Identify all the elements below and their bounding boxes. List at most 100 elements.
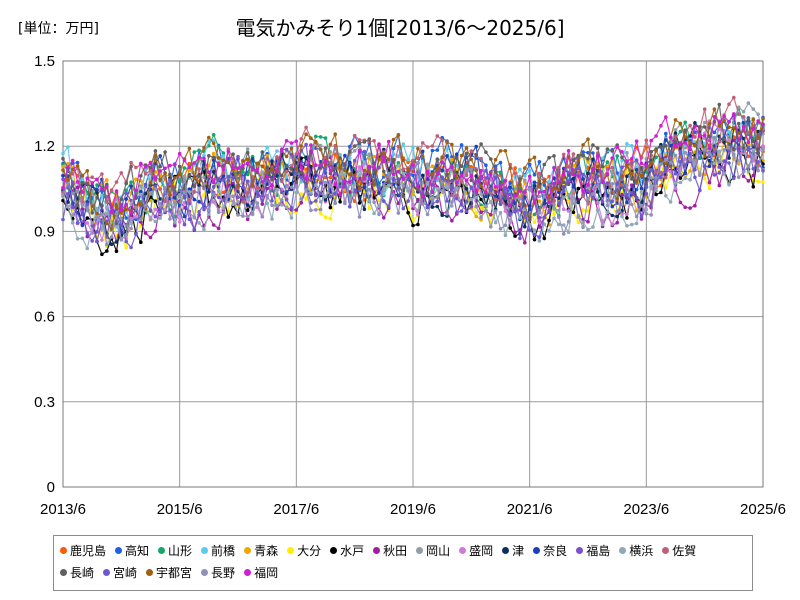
series-markers-19 (61, 135, 765, 247)
data-point (309, 208, 313, 213)
data-point (323, 159, 328, 164)
data-point (736, 175, 741, 179)
data-point (498, 149, 503, 153)
data-point (153, 214, 158, 219)
data-point (221, 171, 226, 175)
data-point (591, 225, 595, 229)
data-point (484, 168, 488, 173)
data-point (537, 215, 542, 220)
data-point (761, 169, 765, 173)
data-point (532, 200, 537, 205)
data-point (280, 203, 284, 207)
data-point (717, 140, 722, 144)
data-point (289, 166, 294, 171)
data-point (435, 204, 440, 209)
data-point (484, 190, 488, 195)
legend-item: 福島 (576, 539, 610, 561)
data-point (357, 148, 362, 153)
data-point (134, 177, 138, 182)
data-point (581, 153, 585, 158)
data-point (561, 223, 566, 227)
data-point (702, 141, 707, 146)
data-point (105, 184, 109, 189)
data-point (595, 184, 600, 188)
legend-label: 前橋 (211, 543, 236, 558)
data-point (367, 170, 372, 174)
data-point (357, 144, 362, 149)
data-point (80, 207, 85, 211)
data-point (693, 158, 697, 163)
legend-label: 奈良 (543, 543, 568, 558)
data-point (85, 216, 90, 220)
data-point (197, 155, 201, 160)
data-point (221, 190, 226, 195)
data-point (265, 201, 270, 206)
data-point (537, 235, 542, 239)
data-point (265, 194, 270, 198)
data-point (464, 167, 469, 172)
data-point (255, 201, 260, 205)
data-point (576, 200, 581, 205)
data-point (605, 181, 610, 185)
data-point (571, 188, 576, 193)
data-point (639, 203, 644, 208)
data-point (659, 158, 663, 162)
data-point (727, 156, 731, 160)
data-point (566, 149, 571, 153)
data-point (537, 239, 542, 243)
data-point (260, 214, 265, 219)
data-point (343, 179, 347, 183)
data-point (649, 176, 653, 180)
data-point (294, 190, 299, 195)
data-point (333, 143, 338, 148)
data-point (343, 153, 347, 158)
data-point (148, 215, 153, 220)
data-point (654, 192, 658, 197)
data-point (746, 116, 751, 121)
data-point (343, 172, 347, 176)
data-point (61, 185, 65, 190)
data-point (236, 184, 240, 189)
data-point (207, 135, 211, 140)
data-point (722, 114, 726, 119)
data-point (440, 168, 445, 173)
data-point (245, 179, 250, 184)
data-point (746, 179, 751, 183)
data-point (207, 190, 211, 194)
data-point (664, 138, 668, 142)
legend-marker (158, 546, 166, 554)
data-point (484, 150, 488, 154)
data-point (615, 197, 619, 201)
data-point (634, 167, 639, 172)
data-point (464, 164, 469, 169)
data-point (192, 215, 197, 219)
data-point (605, 160, 610, 164)
data-point (377, 142, 381, 146)
data-point (581, 194, 585, 198)
data-point (328, 195, 333, 199)
data-point (158, 197, 162, 201)
data-point (489, 172, 493, 177)
data-point (673, 144, 678, 148)
data-point (61, 164, 65, 169)
data-point (114, 240, 119, 244)
data-point (518, 216, 522, 220)
data-point (751, 173, 756, 178)
data-point (678, 146, 683, 150)
data-point (673, 134, 678, 139)
data-point (406, 199, 410, 203)
data-point (328, 150, 333, 154)
data-point (484, 204, 488, 208)
data-point (557, 202, 561, 206)
data-point (630, 171, 634, 176)
data-point (284, 190, 289, 194)
data-point (119, 223, 124, 228)
data-point (61, 151, 65, 156)
data-point (552, 216, 556, 220)
data-point (148, 208, 153, 212)
data-point (712, 135, 717, 140)
legend-marker (330, 546, 338, 554)
data-point (542, 201, 547, 206)
data-point (265, 145, 270, 150)
data-point (114, 212, 119, 216)
